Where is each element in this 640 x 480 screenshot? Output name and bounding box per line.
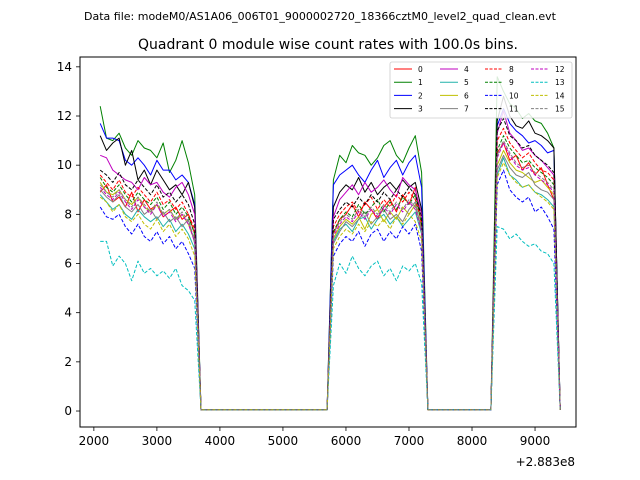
x-tick-label: 9000 [520, 434, 551, 448]
y-tick-label: 12 [57, 109, 72, 123]
legend-label-14: 14 [555, 91, 565, 100]
legend-label-1: 1 [418, 78, 423, 87]
series-line-10 [99, 169, 561, 411]
legend-label-3: 3 [418, 105, 423, 114]
y-tick-label: 4 [64, 306, 72, 320]
x-offset-label: +2.883e8 [516, 455, 575, 469]
legend-label-4: 4 [464, 65, 469, 74]
series-line-7 [99, 154, 561, 411]
x-tick-label: 2000 [79, 434, 110, 448]
series-line-6 [99, 149, 561, 411]
plot-area: 2000 3000 4000 5000 6000 7000 8000 900002468101… [57, 56, 577, 448]
x-tick-label: 4000 [205, 434, 236, 448]
series-line-13 [100, 226, 561, 411]
x-tick-label: 8000 [457, 434, 488, 448]
legend-label-6: 6 [464, 91, 469, 100]
series-line-12 [99, 142, 561, 411]
series-line-9 [99, 135, 561, 411]
ticks-layer: 2000 3000 4000 5000 6000 7000 8000 900002468101… [57, 60, 551, 448]
series-line-15 [99, 140, 561, 411]
x-tick-label: 7000 [394, 434, 425, 448]
legend-label-15: 15 [555, 105, 565, 114]
y-tick-label: 2 [64, 355, 72, 369]
chart-title: Quadrant 0 module wise count rates with … [138, 37, 518, 53]
series-layer [99, 76, 561, 411]
legend-label-10: 10 [509, 91, 519, 100]
legend-label-9: 9 [509, 78, 514, 87]
legend-label-7: 7 [464, 105, 469, 114]
series-line-3 [99, 95, 561, 411]
series-line-14 [99, 162, 561, 411]
legend-label-5: 5 [464, 78, 469, 87]
y-tick-label: 8 [64, 207, 72, 221]
y-tick-label: 0 [64, 404, 72, 418]
legend-label-11: 11 [509, 105, 519, 114]
y-tick-label: 14 [57, 60, 72, 74]
x-tick-label: 6000 [331, 434, 362, 448]
x-tick-label: 5000 [268, 434, 299, 448]
axes-frame [79, 56, 577, 428]
legend-box [389, 61, 573, 119]
series-line-4 [100, 110, 561, 411]
y-tick-label: 10 [57, 158, 72, 172]
x-tick-label: 3000 [142, 434, 173, 448]
legend-label-0: 0 [418, 65, 423, 74]
legend-label-12: 12 [555, 65, 565, 74]
series-line-11 [99, 118, 561, 411]
y-tick-label: 6 [64, 257, 72, 271]
legend-label-13: 13 [555, 78, 565, 87]
legend-label-2: 2 [418, 91, 423, 100]
legend-label-8: 8 [509, 65, 514, 74]
suptitle: Data file: modeM0/AS1A06_006T01_90000027… [84, 10, 557, 23]
